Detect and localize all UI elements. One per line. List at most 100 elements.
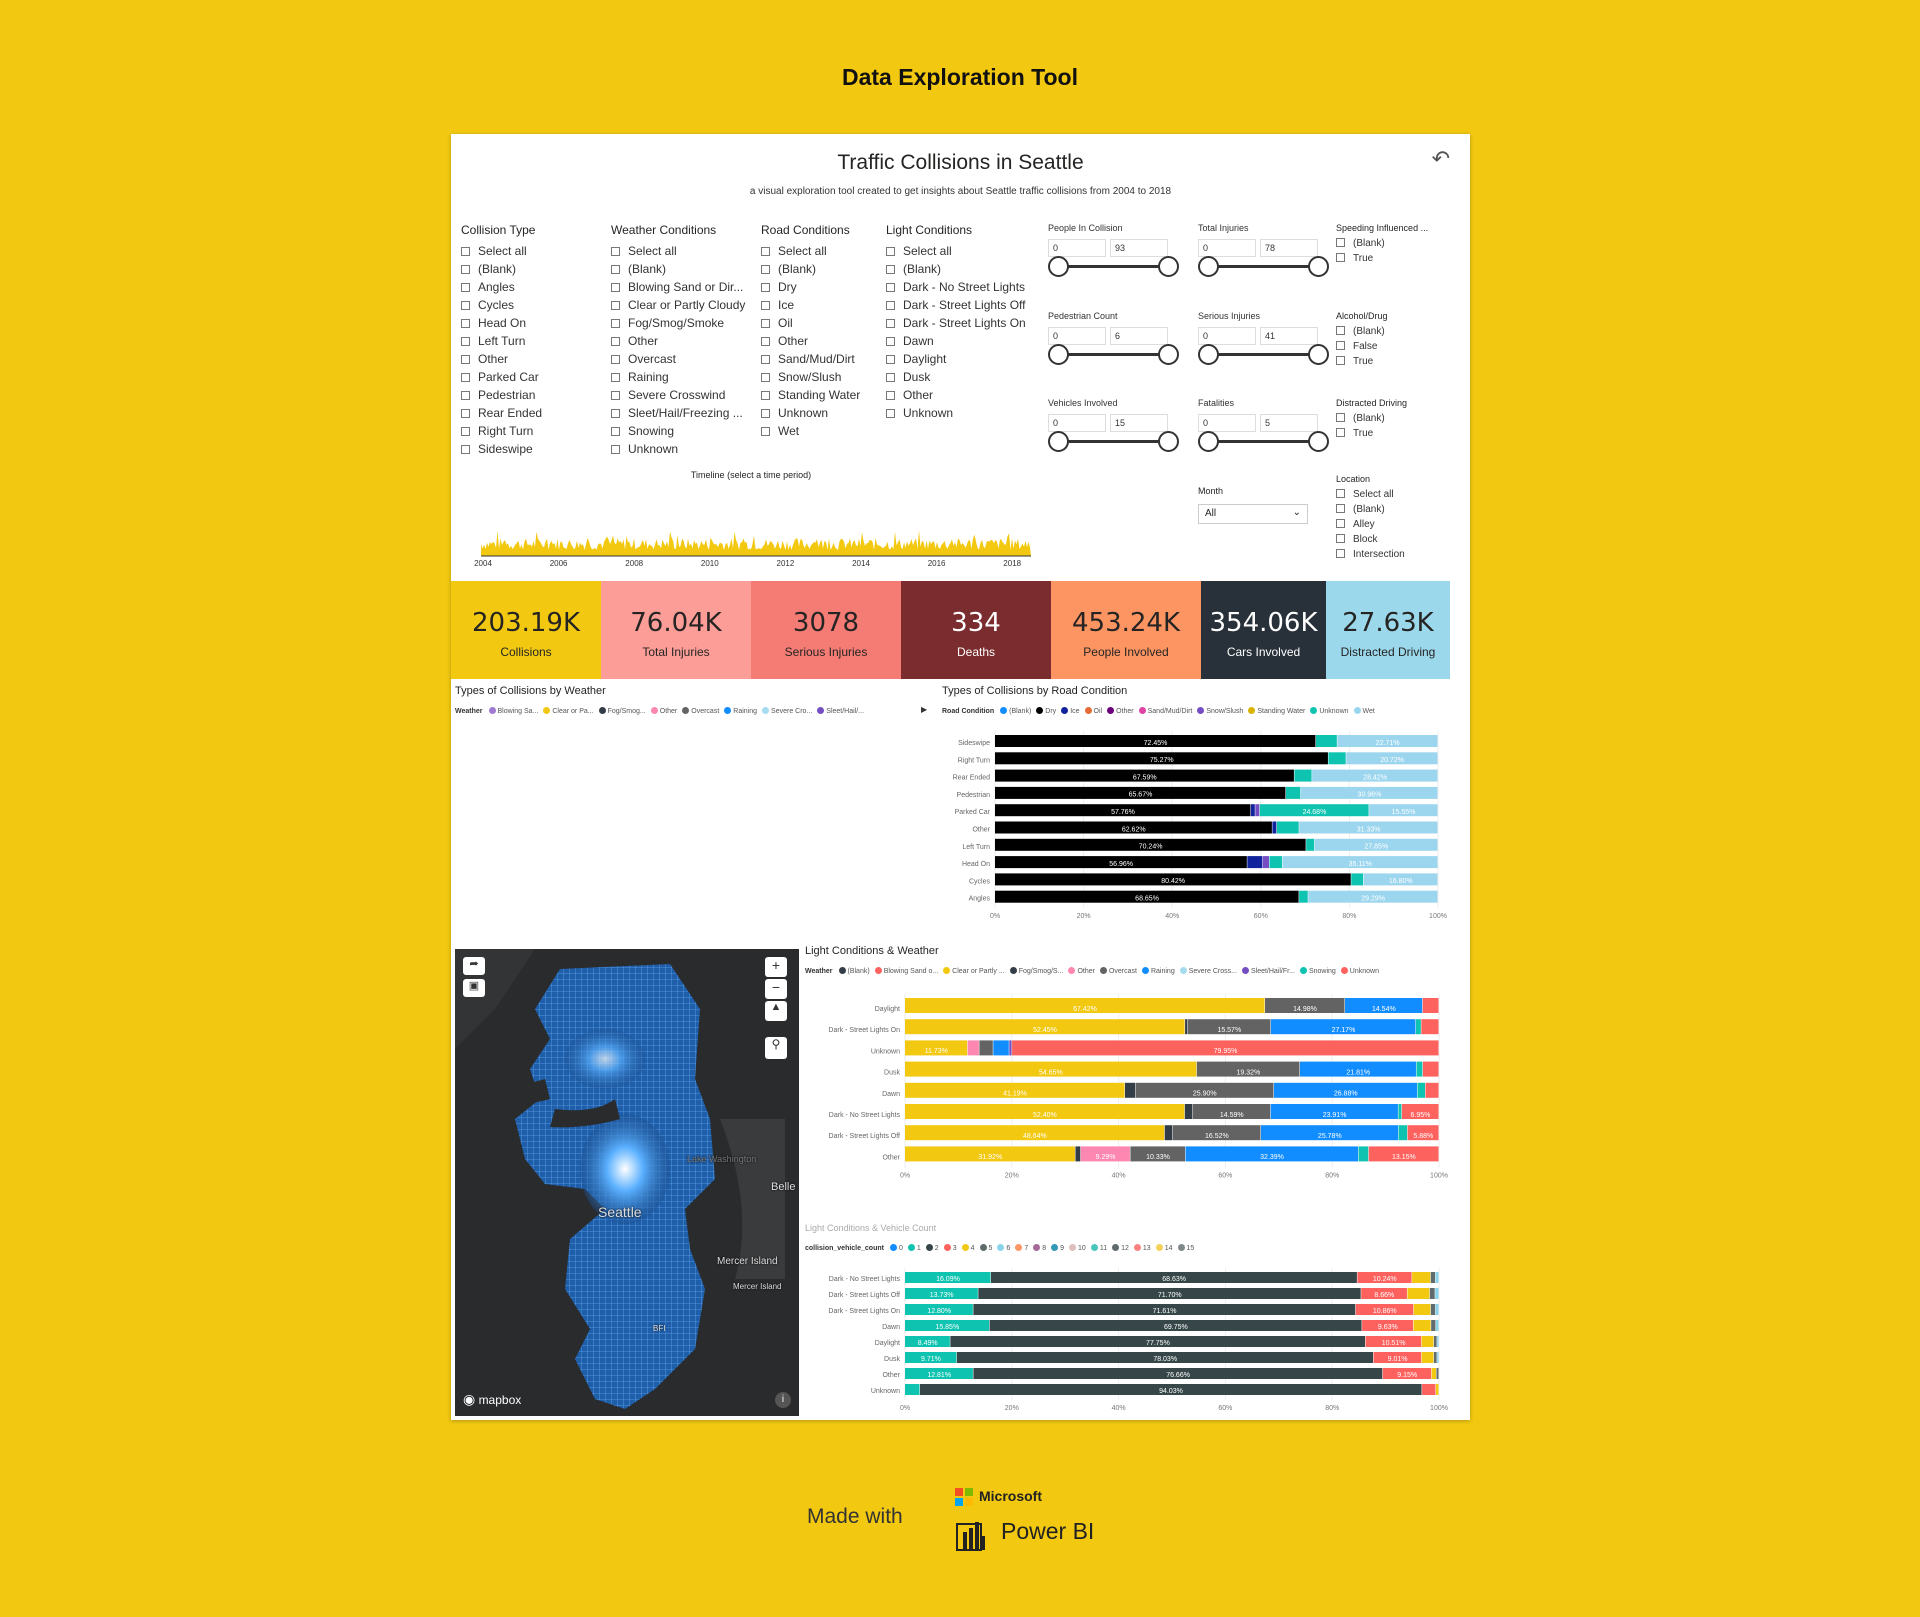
slicer-item[interactable]: Other [761,332,876,350]
bar-segment[interactable] [1262,856,1269,869]
legend-item[interactable]: 10 [1069,1244,1086,1252]
bar-segment[interactable] [1185,1019,1188,1035]
slicer-item[interactable]: Select all [461,242,576,260]
checkbox[interactable] [611,337,620,346]
bar-segment[interactable] [1368,1146,1439,1162]
slicer-item[interactable]: (Blank) [1336,236,1451,251]
slicer-item[interactable]: (Blank) [461,260,576,278]
slider-min-handle[interactable] [1198,344,1219,365]
bar-segment[interactable] [1430,1304,1436,1315]
checkbox[interactable] [1336,238,1345,247]
legend-item[interactable]: Other [1107,707,1134,715]
legend-item[interactable]: 13 [1133,1244,1151,1252]
slicer-item[interactable]: Select all [611,242,751,260]
legend-item[interactable]: Snowing [1299,967,1336,975]
bar-segment[interactable] [1435,1288,1439,1299]
bar-segment[interactable] [1265,998,1345,1013]
bar-segment[interactable] [1314,838,1438,851]
slicer-item[interactable]: Severe Crosswind [611,386,751,404]
legend-item[interactable]: 15 [1177,1244,1194,1252]
bar-segment[interactable] [1382,1368,1432,1379]
slicer-item[interactable]: Unknown [761,404,876,422]
legend-item[interactable]: Sleet/Hail/... [817,707,864,715]
bar-segment[interactable] [1124,1082,1136,1098]
slicer-item[interactable]: (Blank) [611,260,751,278]
bar-segment[interactable] [995,873,1351,886]
lasso-icon[interactable]: ▣ [463,979,485,997]
checkbox[interactable] [461,337,470,346]
bar-segment[interactable] [1247,856,1263,869]
slicer-item[interactable]: Unknown [886,404,1036,422]
bar-segment[interactable] [1306,838,1315,851]
bar-segment[interactable] [1328,752,1346,765]
checkbox[interactable] [761,355,770,364]
checkbox[interactable] [761,427,770,436]
checkbox[interactable] [886,319,895,328]
legend-item[interactable]: Fog/Smog... [598,707,646,715]
legend-item[interactable]: 9 [1051,1244,1064,1252]
slider-max-handle[interactable] [1158,256,1179,277]
checkbox[interactable] [611,247,620,256]
bar-segment[interactable] [1362,1320,1414,1331]
checkbox[interactable] [761,283,770,292]
checkbox[interactable] [461,427,470,436]
min-input[interactable]: 0 [1048,239,1106,257]
checkbox[interactable] [611,391,620,400]
bar-segment[interactable] [1255,804,1260,817]
bar-segment[interactable] [1435,1304,1439,1315]
slicer-item[interactable]: Snowing [611,422,751,440]
bar-segment[interactable] [989,1320,1362,1331]
legend-item[interactable]: 4 [961,1244,975,1252]
slicer-item[interactable]: Ice [761,296,876,314]
bar-segment[interactable] [1300,786,1438,799]
checkbox[interactable] [611,265,620,274]
min-input[interactable]: 0 [1198,239,1256,257]
bar-segment[interactable] [1315,735,1337,747]
legend-item[interactable]: Severe Cross... [1179,967,1237,975]
info-icon[interactable]: i [775,1392,791,1408]
slicer-item[interactable]: Pedestrian [461,386,576,404]
slicer-item[interactable]: Standing Water [761,386,876,404]
bar-segment[interactable] [1415,1019,1421,1035]
bar-segment[interactable] [1355,1304,1414,1315]
bar-segment[interactable] [1357,1272,1412,1283]
min-input[interactable]: 0 [1048,327,1106,345]
legend-item[interactable]: Sand/Mud/Dirt [1138,707,1192,715]
bar-segment[interactable] [967,1040,979,1056]
slicer-item[interactable]: True [1336,251,1451,266]
legend-item[interactable]: 1 [907,1244,921,1252]
slicer-item[interactable]: Intersection [1336,547,1451,562]
checkbox[interactable] [461,409,470,418]
bar-segment[interactable] [993,1040,1009,1056]
checkbox[interactable] [611,355,620,364]
slicer-item[interactable]: True [1336,426,1451,441]
checkbox[interactable] [886,373,895,382]
legend-item[interactable]: Overcast [682,707,719,715]
undo-icon[interactable]: ↶ [1431,146,1450,171]
slicer-item[interactable]: Alley [1336,517,1451,532]
bar-segment[interactable] [1369,804,1438,817]
bar-segment[interactable] [973,1304,1356,1315]
bar-segment[interactable] [919,1384,1422,1395]
slicer-item[interactable]: False [1336,339,1451,354]
bar-segment[interactable] [1273,1082,1417,1098]
legend-item[interactable]: Snow/Slush [1197,707,1243,715]
bar-segment[interactable] [1398,1125,1408,1141]
bar-segment[interactable] [1412,1272,1431,1283]
checkbox[interactable] [611,445,620,454]
legend-item[interactable]: Standing Water [1248,707,1305,715]
checkbox[interactable] [461,319,470,328]
slicer-item[interactable]: Select all [1336,487,1451,502]
max-input[interactable]: 15 [1110,414,1168,432]
bar-segment[interactable] [1009,1040,1012,1056]
legend-item[interactable]: 8 [1033,1244,1046,1252]
bar-segment[interactable] [1294,769,1312,782]
slicer-item[interactable]: Block [1336,532,1451,547]
bar-segment[interactable] [990,1272,1357,1283]
slicer-item[interactable]: Other [461,350,576,368]
bar-segment[interactable] [1437,1352,1439,1363]
bar-segment[interactable] [1351,873,1364,886]
min-input[interactable]: 0 [1048,414,1106,432]
bar-segment[interactable] [1422,1061,1439,1077]
bar-segment[interactable] [1135,1082,1274,1098]
